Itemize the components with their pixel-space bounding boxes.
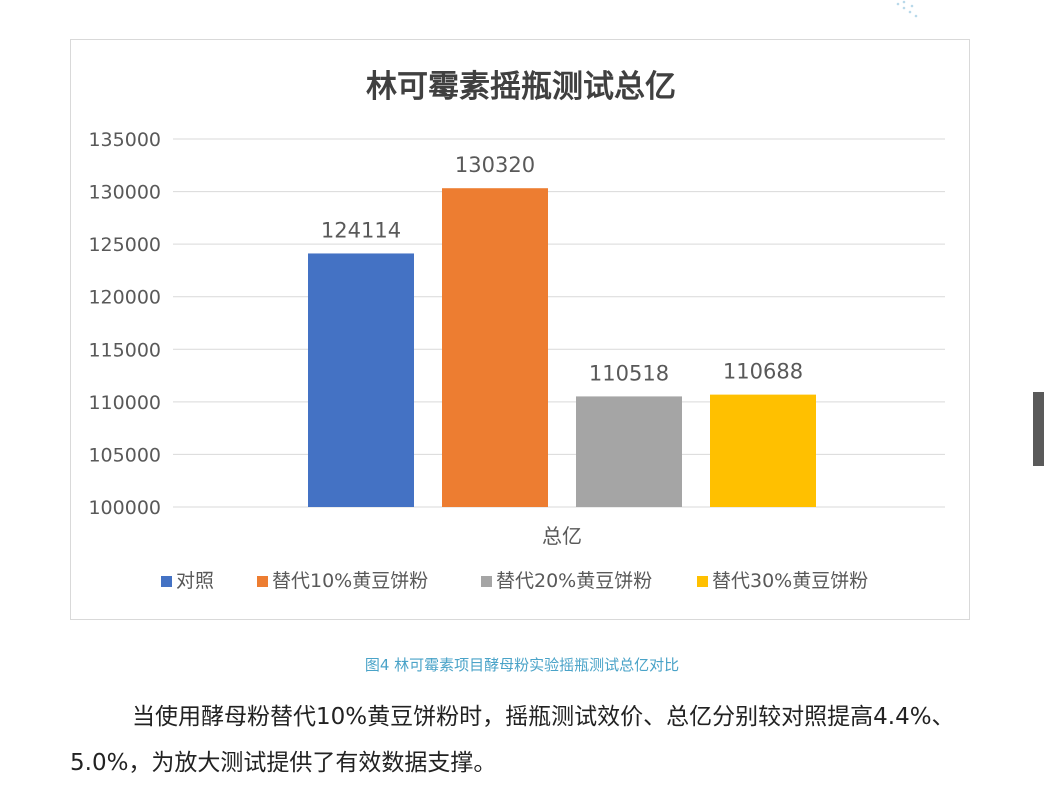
legend-swatch — [481, 576, 492, 587]
bar-1 — [308, 253, 414, 507]
y-tick-label: 110000 — [88, 392, 161, 414]
x-category-label: 总亿 — [542, 524, 582, 548]
bar-4 — [710, 394, 816, 507]
bar-3 — [576, 396, 682, 507]
y-tick-label: 100000 — [88, 497, 161, 519]
legend-label: 替代30%黄豆饼粉 — [712, 570, 868, 592]
y-tick-label: 105000 — [88, 444, 161, 466]
legend-swatch — [161, 576, 172, 587]
data-label: 110518 — [589, 361, 669, 385]
scroll-tab[interactable] — [1033, 392, 1044, 466]
legend-swatch — [257, 576, 268, 587]
y-tick-label: 135000 — [88, 129, 161, 151]
decorative-dots — [894, 0, 924, 20]
bar-2 — [442, 188, 548, 508]
y-tick-label: 130000 — [88, 182, 161, 204]
data-label: 124114 — [321, 218, 401, 242]
chart-card: 林可霉素摇瓶测试总亿 100000 105000 110000 115000 120000… — [70, 39, 970, 620]
legend-label: 替代10%黄豆饼粉 — [272, 570, 428, 592]
body-paragraph: 当使用酵母粉替代10%黄豆饼粉时，摇瓶测试效价、总亿分别较对照提高4.4%、5.… — [70, 704, 955, 776]
legend-label: 替代20%黄豆饼粉 — [496, 570, 652, 592]
y-tick-label: 120000 — [88, 287, 161, 309]
data-label: 110688 — [723, 360, 803, 384]
legend-swatch — [697, 576, 708, 587]
figure-caption: 图4 林可霉素项目酵母粉实验摇瓶测试总亿对比 — [364, 656, 680, 674]
chart-title: 林可霉素摇瓶测试总亿 — [366, 69, 676, 105]
y-tick-label: 125000 — [88, 234, 161, 256]
data-label: 130320 — [455, 153, 535, 177]
legend-label: 对照 — [176, 570, 214, 592]
bar-chart: 林可霉素摇瓶测试总亿 100000 105000 110000 115000 120000… — [88, 69, 945, 592]
y-tick-label: 115000 — [88, 339, 161, 361]
